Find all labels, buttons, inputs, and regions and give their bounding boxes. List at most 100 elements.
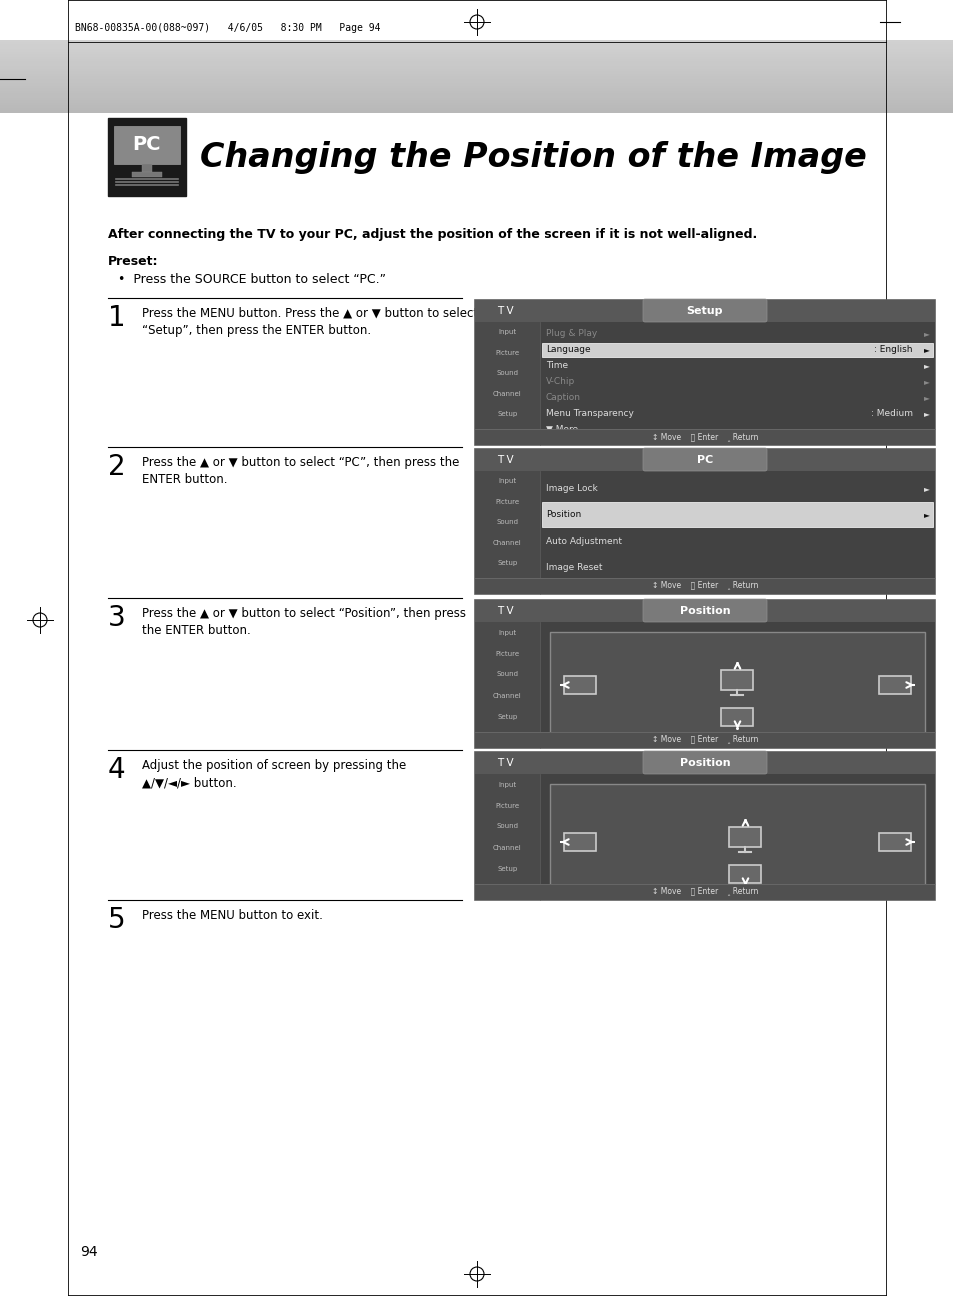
Bar bbox=[113, 126, 180, 164]
Text: T V: T V bbox=[497, 306, 513, 316]
Bar bbox=[475, 883, 934, 900]
Text: Guide: Guide bbox=[497, 886, 517, 892]
Text: Setup: Setup bbox=[497, 411, 517, 418]
Text: Press the ▲ or ▼ button to select “Position”, then press
the ENTER button.: Press the ▲ or ▼ button to select “Posit… bbox=[142, 608, 465, 637]
Text: ↕ Move    ⎆ Enter    ‸ Return: ↕ Move ⎆ Enter ‸ Return bbox=[651, 735, 758, 744]
Bar bbox=[0, 49, 953, 52]
Bar bbox=[0, 94, 953, 95]
Bar bbox=[0, 95, 953, 98]
Text: Channel: Channel bbox=[493, 844, 521, 851]
Text: Input: Input bbox=[497, 630, 516, 635]
Bar bbox=[0, 78, 953, 81]
Bar bbox=[475, 301, 934, 445]
Text: T V: T V bbox=[497, 455, 513, 464]
Bar bbox=[475, 449, 934, 471]
Text: ►: ► bbox=[923, 484, 929, 493]
Bar bbox=[0, 59, 953, 61]
Text: 4: 4 bbox=[108, 756, 126, 785]
FancyBboxPatch shape bbox=[642, 751, 766, 774]
Bar bbox=[132, 172, 162, 177]
Text: Setup: Setup bbox=[497, 865, 517, 872]
Text: Sound: Sound bbox=[496, 371, 518, 376]
Bar bbox=[0, 100, 953, 103]
Text: ►: ► bbox=[923, 510, 929, 519]
Bar bbox=[0, 74, 953, 75]
Bar bbox=[0, 55, 953, 57]
Bar bbox=[0, 52, 953, 55]
Bar bbox=[0, 72, 953, 74]
Bar bbox=[0, 86, 953, 88]
Bar bbox=[475, 578, 934, 595]
Text: Image Reset: Image Reset bbox=[545, 563, 602, 572]
Text: Input: Input bbox=[497, 479, 516, 484]
Bar bbox=[0, 81, 953, 83]
Bar bbox=[475, 449, 934, 595]
Text: Time: Time bbox=[545, 362, 568, 371]
Text: Auto Adjustment: Auto Adjustment bbox=[545, 536, 621, 545]
Bar bbox=[539, 774, 934, 900]
Text: ↕ Move    ⎆ Enter    ‸ Return: ↕ Move ⎆ Enter ‸ Return bbox=[651, 432, 758, 441]
Bar bbox=[0, 108, 953, 111]
Bar bbox=[0, 88, 953, 91]
Bar bbox=[729, 827, 760, 847]
Text: Position: Position bbox=[679, 606, 730, 615]
Text: Changing the Position of the Image: Changing the Position of the Image bbox=[200, 142, 866, 174]
Text: ►: ► bbox=[923, 409, 929, 418]
Text: : English: : English bbox=[874, 345, 912, 354]
Bar bbox=[0, 69, 953, 72]
Bar bbox=[878, 677, 910, 693]
Text: Picture: Picture bbox=[495, 350, 519, 355]
Text: Guide: Guide bbox=[497, 735, 517, 740]
FancyBboxPatch shape bbox=[642, 299, 766, 323]
Text: Channel: Channel bbox=[493, 390, 521, 397]
Text: Press the MENU button. Press the ▲ or ▼ button to select
“Setup”, then press the: Press the MENU button. Press the ▲ or ▼ … bbox=[142, 307, 477, 337]
Text: Guide: Guide bbox=[497, 580, 517, 587]
Bar bbox=[0, 64, 953, 66]
Bar bbox=[539, 323, 934, 445]
Text: ►: ► bbox=[923, 393, 929, 402]
Text: Guide: Guide bbox=[497, 432, 517, 437]
Bar bbox=[720, 708, 753, 726]
Bar bbox=[475, 301, 934, 323]
Text: 2: 2 bbox=[108, 453, 126, 481]
Bar bbox=[563, 833, 596, 851]
Text: Press the MENU button to exit.: Press the MENU button to exit. bbox=[142, 909, 322, 922]
Text: Setup: Setup bbox=[497, 713, 517, 719]
Bar bbox=[475, 600, 934, 622]
Bar bbox=[550, 785, 924, 890]
Bar bbox=[108, 118, 186, 196]
Text: T V: T V bbox=[497, 758, 513, 768]
Text: ▼ More: ▼ More bbox=[545, 424, 578, 433]
Bar bbox=[475, 323, 539, 445]
Bar bbox=[0, 66, 953, 69]
Bar bbox=[0, 83, 953, 86]
Text: V-Chip: V-Chip bbox=[545, 377, 575, 386]
Bar bbox=[0, 75, 953, 78]
Bar bbox=[539, 471, 934, 595]
Text: ►: ► bbox=[923, 329, 929, 338]
Bar bbox=[729, 865, 760, 883]
Text: PC: PC bbox=[696, 455, 713, 464]
Text: : Medium: : Medium bbox=[870, 409, 912, 418]
Bar bbox=[475, 752, 934, 900]
Bar bbox=[0, 103, 953, 105]
Bar bbox=[539, 622, 934, 748]
Bar bbox=[475, 600, 934, 748]
Bar bbox=[0, 42, 953, 44]
Text: ↕ Move    ⎆ Enter    ‸ Return: ↕ Move ⎆ Enter ‸ Return bbox=[651, 582, 758, 591]
Bar bbox=[878, 833, 910, 851]
Text: 5: 5 bbox=[108, 905, 126, 934]
Text: Menu Transparency: Menu Transparency bbox=[545, 409, 633, 418]
Text: T V: T V bbox=[497, 606, 513, 615]
Bar bbox=[720, 670, 753, 690]
Text: Channel: Channel bbox=[493, 540, 521, 545]
Bar bbox=[541, 343, 932, 356]
Bar bbox=[541, 502, 932, 527]
Bar bbox=[0, 44, 953, 47]
Text: BN68-00835A-00(088~097)   4/6/05   8:30 PM   Page 94: BN68-00835A-00(088~097) 4/6/05 8:30 PM P… bbox=[75, 23, 380, 33]
Text: Picture: Picture bbox=[495, 803, 519, 808]
Text: Plug & Play: Plug & Play bbox=[545, 329, 597, 338]
Text: ►: ► bbox=[923, 345, 929, 354]
Text: Channel: Channel bbox=[493, 692, 521, 699]
Bar bbox=[0, 98, 953, 100]
